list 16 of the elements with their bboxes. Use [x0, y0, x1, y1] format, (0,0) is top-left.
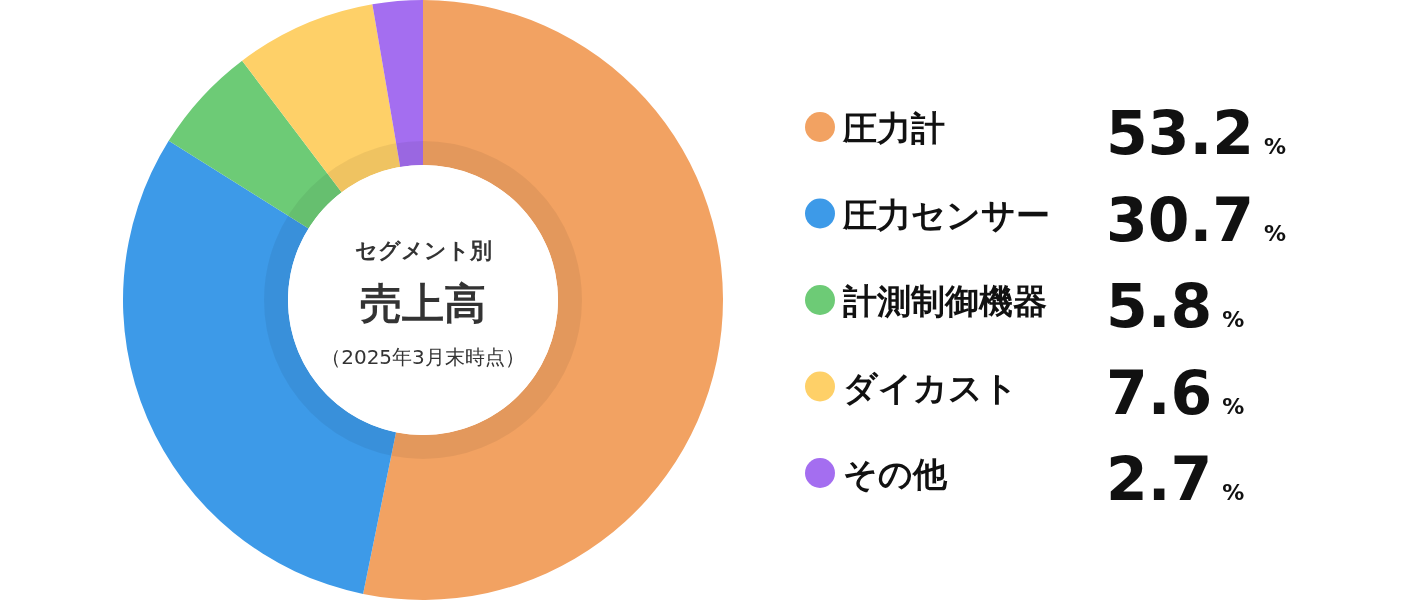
legend-label: その他 — [843, 454, 948, 494]
donut-slice — [372, 0, 423, 167]
legend-label: ダイカスト — [843, 367, 1018, 408]
data-label: 7.6% — [1106, 357, 1245, 428]
legend-label: 圧力計 — [842, 108, 945, 148]
donut-slice — [242, 4, 401, 193]
text: 売上高 — [360, 279, 486, 328]
donut-slice — [168, 60, 342, 229]
text: （2025年3月末時点） — [321, 345, 525, 369]
data-label: 2.7% — [1106, 444, 1245, 514]
data-label: 5.8% — [1106, 271, 1245, 341]
legend-label: 計測制御機器 — [842, 281, 1047, 321]
legend-label: 圧力センサー — [842, 194, 1050, 235]
data-label: 30.7% — [1106, 184, 1287, 255]
data-label: 53.2% — [1106, 98, 1287, 168]
text: セグメント別 — [354, 238, 492, 263]
